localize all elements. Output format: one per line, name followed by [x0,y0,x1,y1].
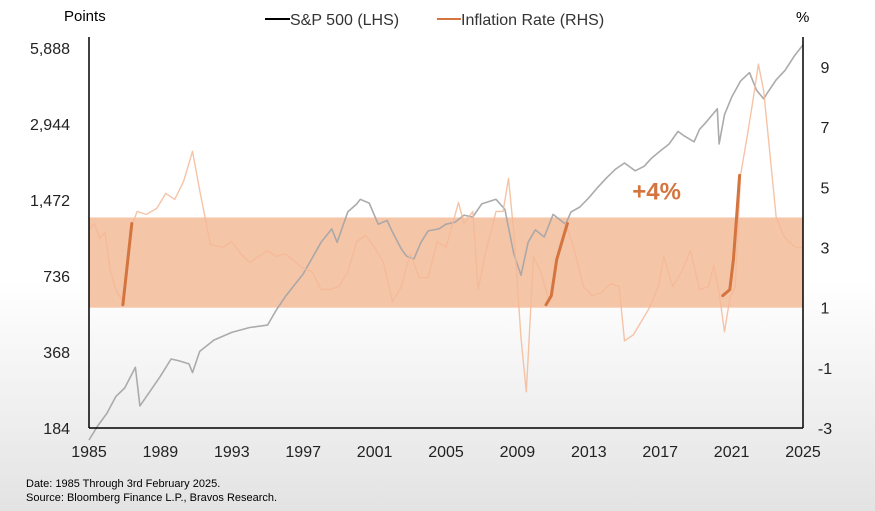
left-axis-title: Points [64,8,106,25]
inflation-line [88,63,803,393]
sp500-line [88,44,804,441]
x-tick-label: 2025 [785,444,821,461]
left-tick-label: 1,472 [30,193,70,210]
x-tick-label: 2001 [357,444,393,461]
left-tick-label: 5,888 [30,41,70,58]
left-tick-label: 184 [43,421,70,438]
annotation-label: +4% [632,178,681,205]
x-tick-label: 2013 [571,444,607,461]
legend: S&P 500 (LHS) Inflation Rate (RHS) [265,12,604,29]
inflation-surge-highlight-2 [544,222,569,307]
right-tick-label: 1 [821,301,830,318]
left-tick-label: 736 [43,269,70,286]
ticks-layer: 184 368 736 1,472 2,944 5,888 -3 -1 1 3 5 7 9 1985 198… [30,41,832,461]
left-tick-label: 368 [43,345,70,362]
inflation-surge-highlight-3 [721,173,742,298]
left-tick-label: 2,944 [30,117,70,134]
right-tick-label: 3 [821,241,830,258]
legend-label-inflation: Inflation Rate (RHS) [461,12,604,29]
right-tick-label: 7 [821,120,830,137]
axes-layer [88,37,804,429]
legend-label-sp500: S&P 500 (LHS) [290,12,399,29]
x-tick-label: 2005 [428,444,464,461]
inflation-surge-highlight-1 [121,222,134,307]
x-tick-label: 1989 [143,444,179,461]
footnote-source: Source: Bloomberg Finance L.P., Bravos R… [26,492,278,504]
x-tick-label: 1993 [214,444,250,461]
x-tick-label: 2021 [714,444,750,461]
x-tick-label: 1985 [71,444,107,461]
right-tick-label: 9 [821,60,830,77]
inflation-band [89,217,803,308]
right-tick-label: 5 [821,180,830,197]
footnote-date: Date: 1985 Through 3rd February 2025. [26,478,221,490]
right-tick-label: -1 [818,361,832,378]
series-layer [88,44,804,441]
x-tick-label: 1997 [285,444,321,461]
right-axis-title: % [796,9,809,26]
x-tick-label: 2009 [500,444,536,461]
x-tick-label: 2017 [642,444,678,461]
right-tick-label: -3 [818,421,832,438]
